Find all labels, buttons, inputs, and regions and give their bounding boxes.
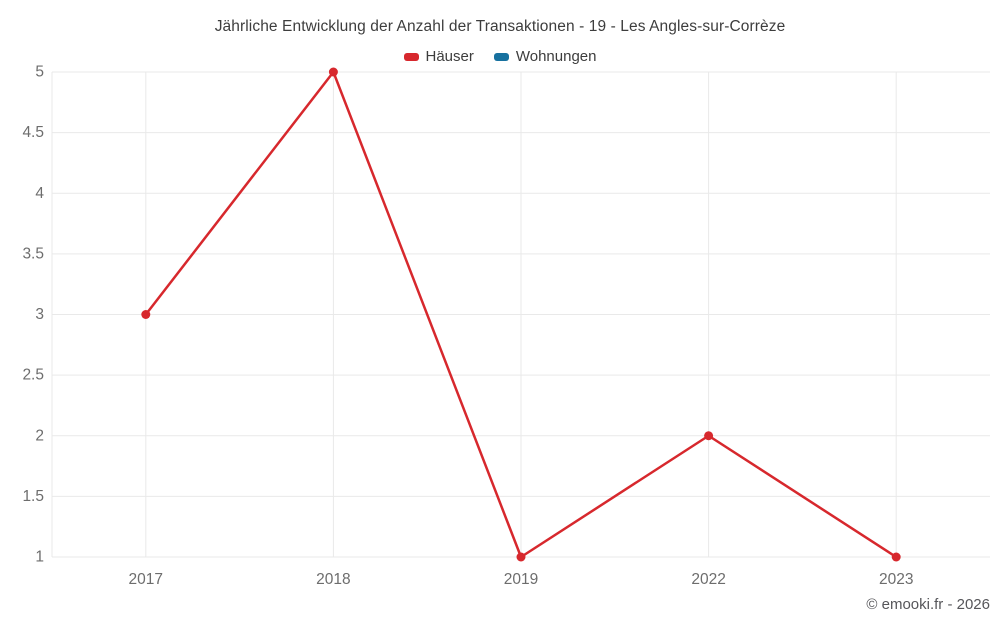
- y-axis-tick-label: 5: [35, 64, 44, 81]
- y-axis-tick-label: 1: [35, 549, 44, 566]
- x-axis-tick-label: 2017: [129, 571, 163, 588]
- y-axis-tick-label: 4.5: [22, 124, 44, 141]
- data-point[interactable]: [516, 552, 526, 562]
- chart-title: Jährliche Entwicklung der Anzahl der Tra…: [214, 18, 786, 35]
- data-point[interactable]: [704, 431, 714, 441]
- legend-item-haeuser[interactable]: Häuser: [403, 48, 474, 65]
- y-axis-tick-label: 2: [35, 427, 44, 444]
- data-point[interactable]: [891, 552, 901, 562]
- copyright-footer: © emooki.fr - 2026: [866, 596, 990, 613]
- y-axis-tick-label: 2.5: [22, 367, 44, 384]
- legend-swatch-icon: [403, 52, 419, 61]
- y-axis-tick-label: 3: [35, 306, 44, 323]
- data-point[interactable]: [141, 310, 151, 319]
- legend-item-wohnungen[interactable]: Wohnungen: [493, 48, 597, 65]
- y-axis-tick-label: 4: [35, 185, 44, 202]
- y-axis-tick-label: 1.5: [22, 488, 44, 505]
- data-point[interactable]: [328, 67, 338, 77]
- x-axis-tick-label: 2019: [504, 571, 538, 588]
- x-axis-tick-label: 2022: [691, 571, 725, 588]
- x-axis-tick-label: 2018: [316, 571, 350, 588]
- legend-swatch-icon: [493, 52, 509, 61]
- chart-legend: Häuser Wohnungen: [0, 48, 1000, 65]
- x-axis-tick-label: 2023: [879, 571, 913, 588]
- legend-label: Häuser: [425, 48, 474, 65]
- y-axis-tick-label: 3.5: [22, 245, 44, 262]
- legend-label: Wohnungen: [515, 48, 597, 65]
